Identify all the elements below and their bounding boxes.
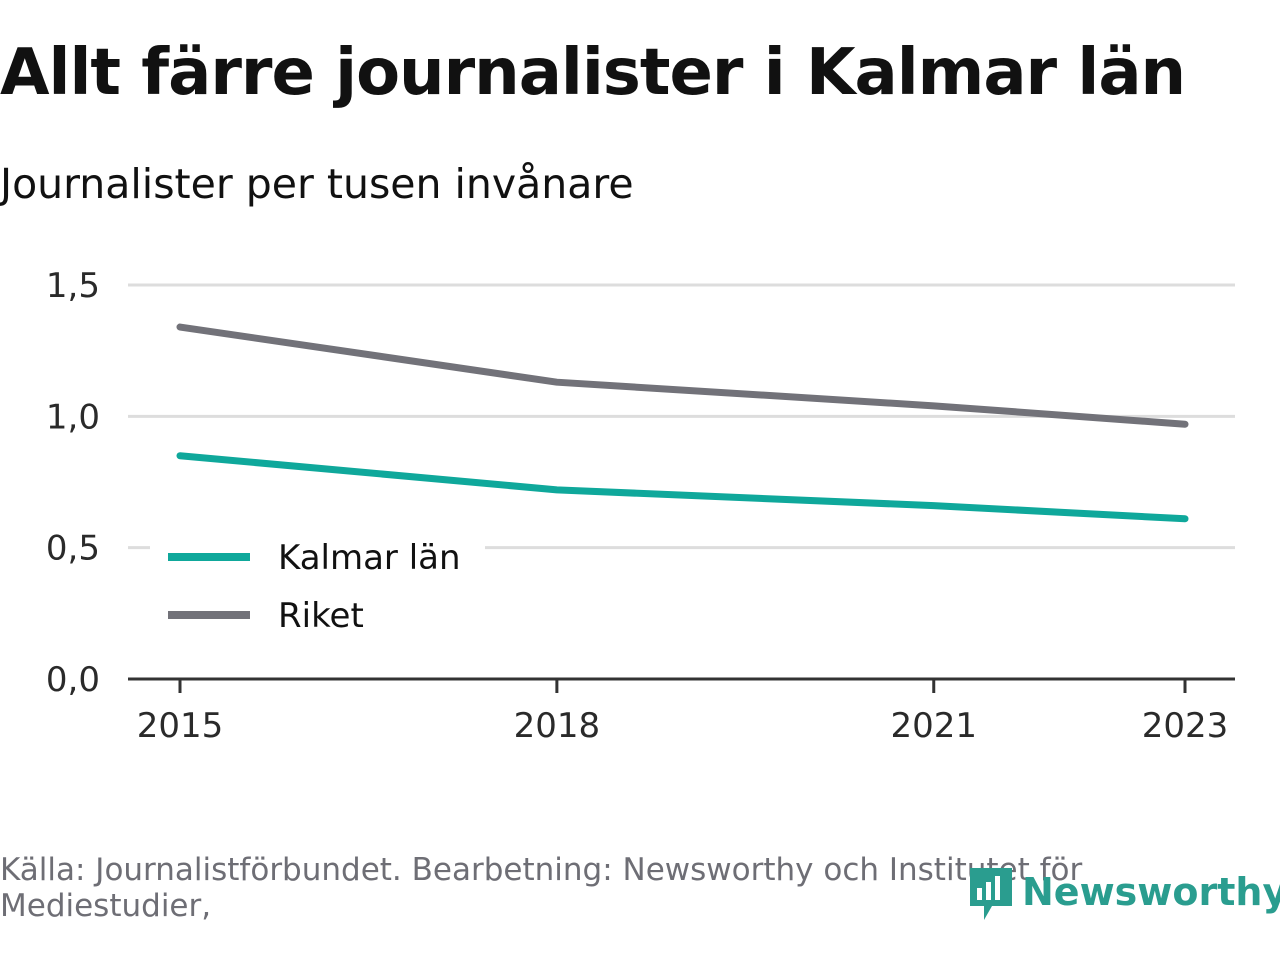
newsworthy-logo-icon: [970, 868, 1012, 920]
series-lines: [176, 323, 1189, 523]
y-axis: 0,0 0,5 1,0 1,5: [46, 266, 100, 700]
logo-text: Newsworthy: [1022, 870, 1280, 914]
legend-label: Kalmar län: [278, 538, 461, 578]
x-tick-label: 2023: [1142, 706, 1229, 746]
newsworthy-logo: Newsworthy: [966, 862, 1280, 922]
y-tick-label: 0,5: [46, 529, 100, 569]
y-tick-label: 1,0: [46, 397, 100, 437]
x-tick-label: 2018: [514, 706, 601, 746]
x-axis: 2015 2018 2021 2023: [137, 679, 1229, 746]
legend-label: Riket: [278, 596, 364, 636]
legend: Kalmar län Riket: [150, 528, 485, 650]
y-tick-label: 0,0: [46, 660, 100, 700]
y-tick-label: 1,5: [46, 266, 100, 306]
series-line-riket: [176, 323, 1189, 428]
chart-subtitle: Journalister per tusen invånare: [0, 160, 634, 208]
series-line-kalmar: [176, 452, 1189, 523]
legend-background: [150, 528, 485, 650]
source-note: Källa: Journalistförbundet. Bearbetning:…: [0, 852, 1083, 924]
x-tick-label: 2021: [890, 706, 977, 746]
line-chart: 0,0 0,5 1,0 1,5 2015 2018 2021 2023 Kalmar län…: [46, 266, 1235, 746]
x-tick-label: 2015: [137, 706, 224, 746]
chart-title: Allt färre journalister i Kalmar län: [0, 36, 1186, 110]
